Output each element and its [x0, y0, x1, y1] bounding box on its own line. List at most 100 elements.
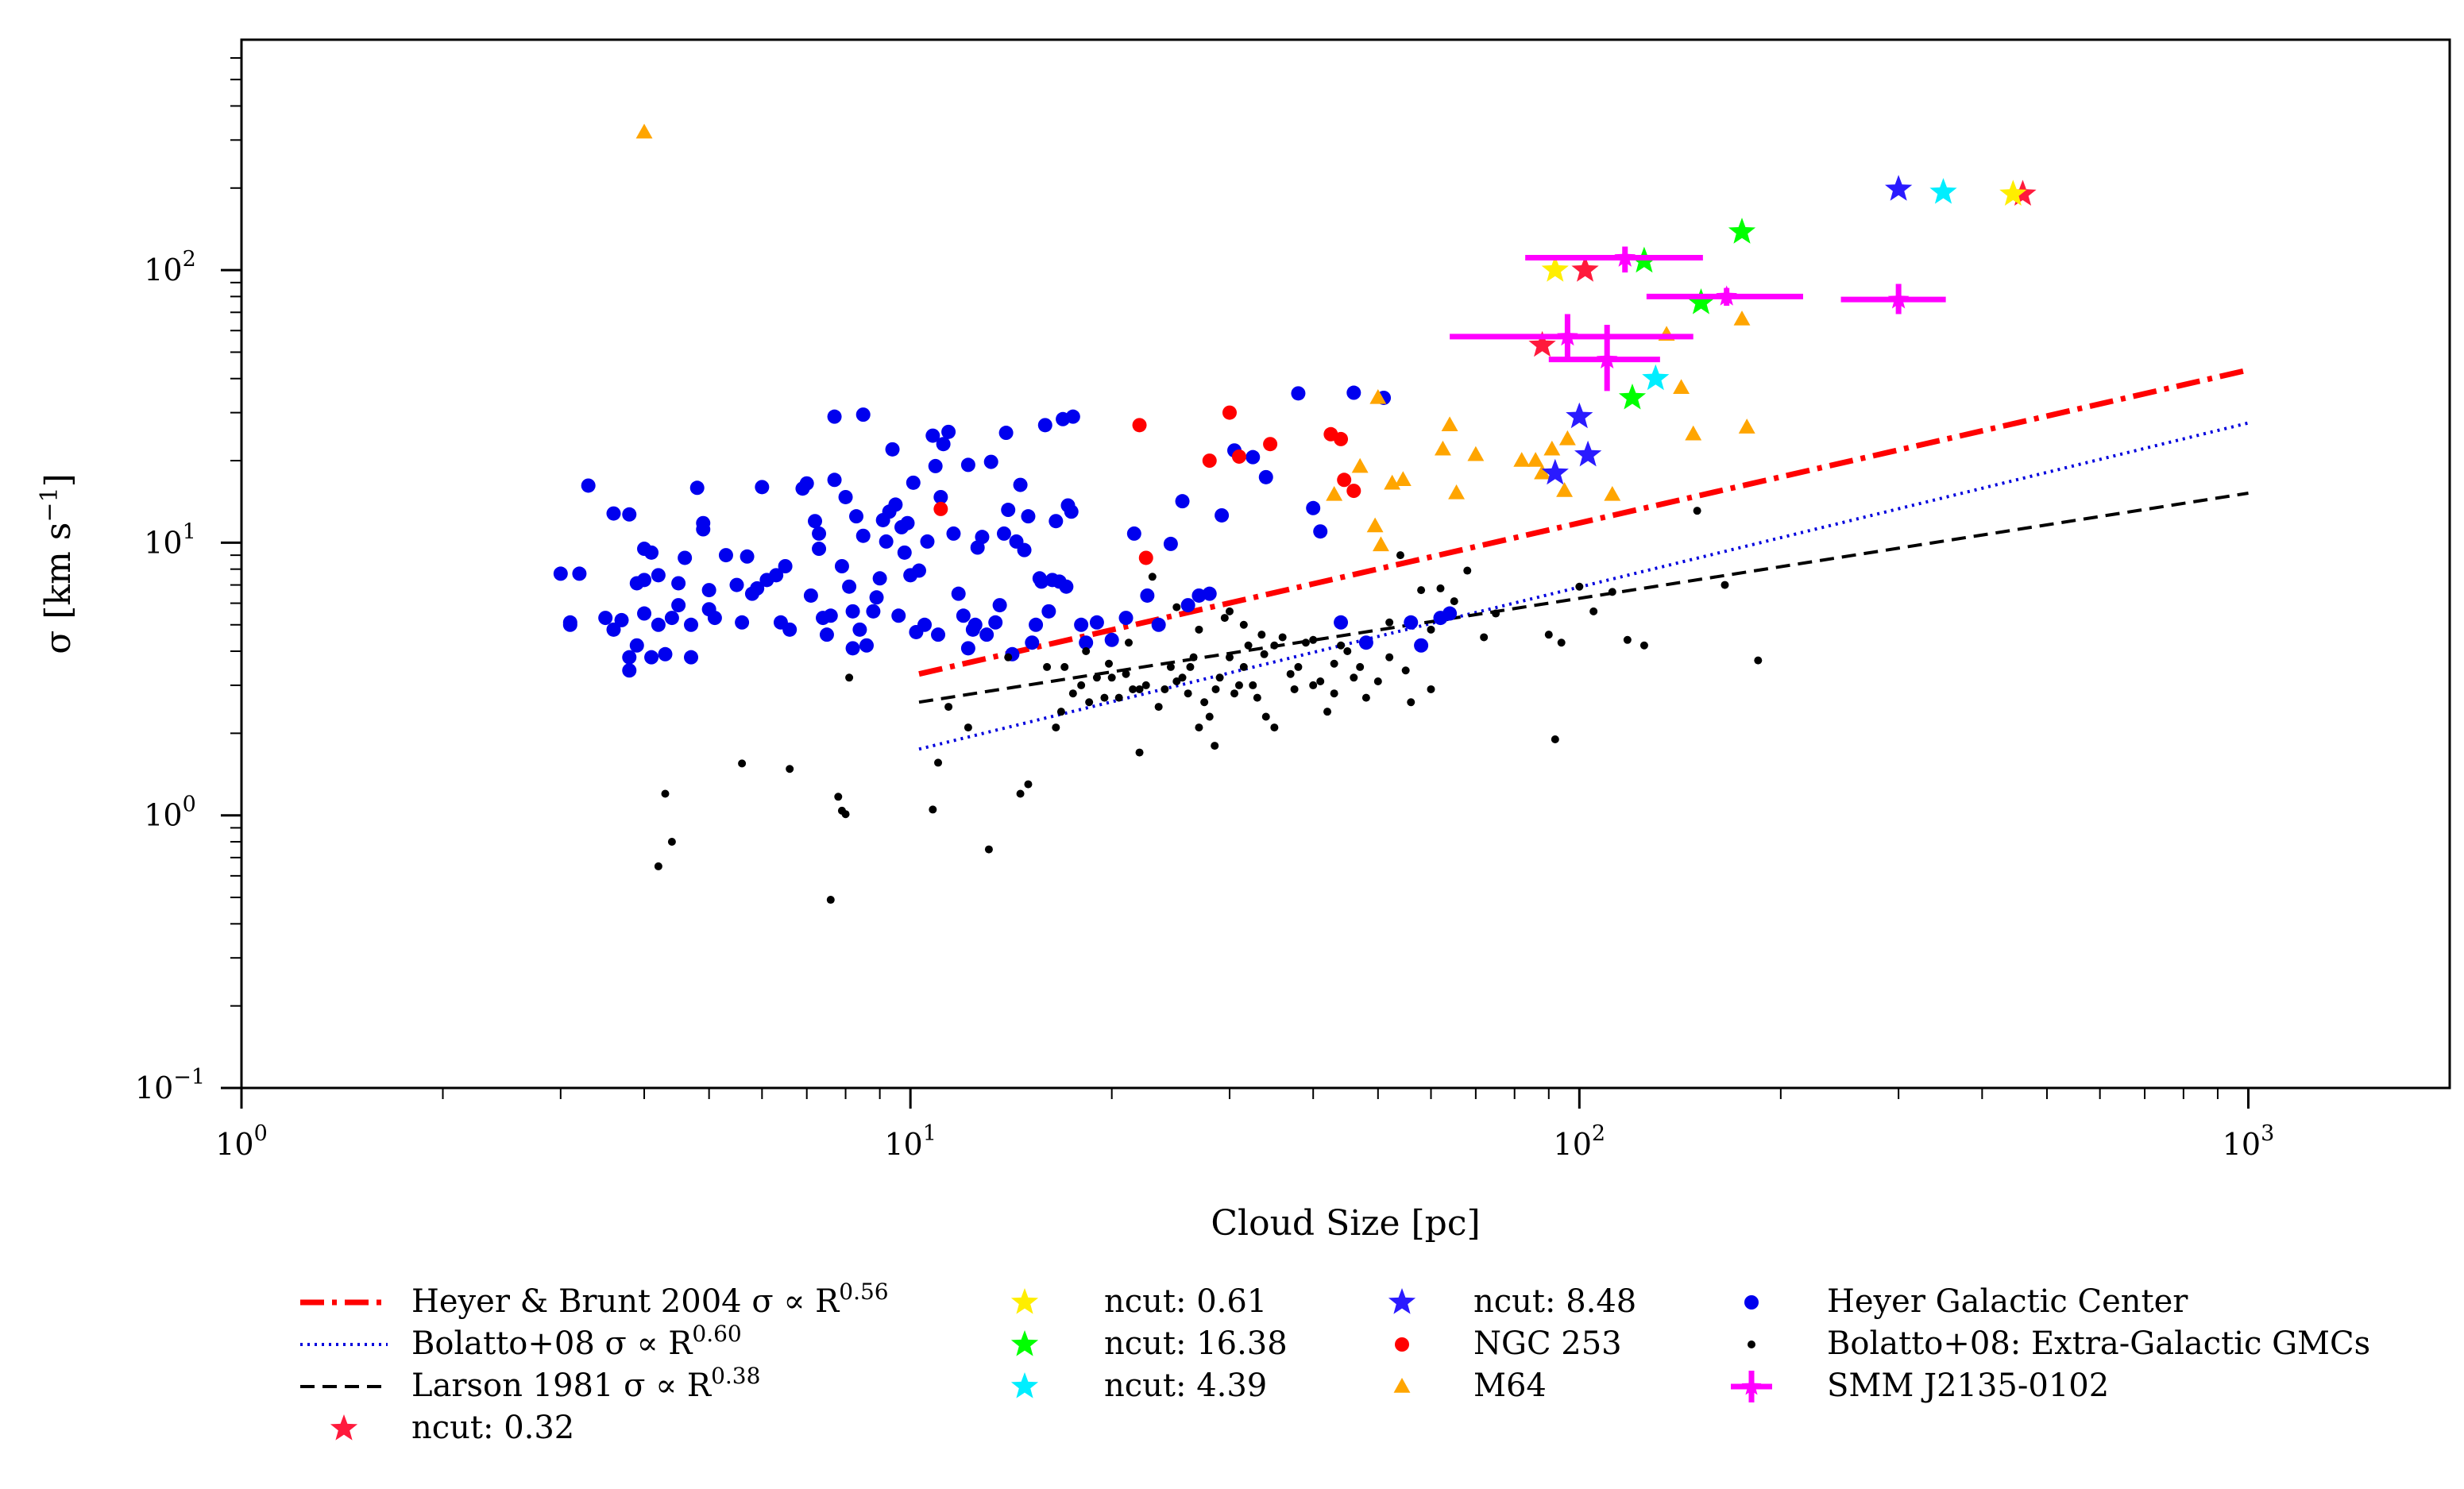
data-point — [917, 617, 933, 632]
x-tick-label-base: 10 — [215, 1127, 253, 1162]
data-point — [1016, 789, 1025, 798]
series-group — [553, 385, 1458, 678]
data-point — [1220, 614, 1229, 623]
data-point — [859, 638, 874, 653]
data-point — [834, 793, 843, 801]
data-point — [562, 617, 577, 632]
data-point — [696, 522, 711, 537]
data-point — [1141, 681, 1150, 689]
y-tick-label-exp: −1 — [173, 1065, 205, 1090]
data-point — [572, 566, 587, 581]
data-point — [1151, 617, 1166, 632]
series-group — [1541, 179, 2027, 282]
data-point — [936, 437, 951, 452]
x-tick-label: 103 — [2223, 1121, 2275, 1162]
data-point — [1557, 638, 1566, 647]
plot-area — [553, 123, 2250, 905]
data-point — [1074, 617, 1089, 632]
data-point — [1107, 673, 1116, 682]
data-point — [1215, 507, 1230, 523]
data-point — [1195, 723, 1203, 732]
data-point — [928, 458, 943, 473]
data-point — [1202, 453, 1217, 469]
legend-label-text: ncut: 0.61 — [1104, 1283, 1267, 1320]
data-point — [1929, 178, 1957, 204]
data-point — [614, 612, 629, 627]
data-point — [661, 789, 670, 798]
data-point — [1427, 625, 1435, 634]
data-points — [553, 123, 2037, 905]
data-point — [1186, 662, 1195, 671]
data-point — [1140, 588, 1155, 603]
data-point — [799, 476, 814, 491]
data-point — [1346, 484, 1361, 499]
legend-label-text: M64 — [1473, 1367, 1547, 1404]
data-point — [1114, 693, 1123, 702]
data-point — [1231, 449, 1246, 464]
data-point — [1239, 620, 1248, 629]
data-point — [1021, 509, 1036, 524]
y-tick-label-exp: 0 — [183, 793, 196, 817]
fit-line — [918, 492, 2249, 704]
data-point — [671, 576, 686, 591]
data-point — [1673, 379, 1690, 395]
data-point — [1079, 635, 1094, 650]
data-point — [933, 501, 948, 516]
data-point — [1369, 388, 1387, 404]
data-point — [1082, 647, 1091, 656]
data-point — [1330, 689, 1338, 698]
data-point — [1999, 179, 2027, 206]
data-point — [827, 473, 842, 488]
data-point — [1068, 689, 1077, 698]
data-point — [1270, 641, 1279, 650]
data-point — [1558, 430, 1576, 446]
legend-label: Bolatto+08 σ ∝ R0.60 — [411, 1321, 742, 1362]
data-point — [891, 608, 906, 623]
data-point — [956, 608, 971, 623]
data-point — [1105, 659, 1114, 668]
data-point — [1326, 485, 1343, 501]
data-point — [1350, 673, 1358, 682]
data-point — [644, 650, 659, 665]
series-group — [654, 507, 1763, 905]
legend-label-text: ncut: 0.32 — [411, 1410, 574, 1446]
data-point — [1077, 681, 1086, 689]
data-point — [1260, 650, 1269, 658]
data-point — [1065, 409, 1080, 424]
legend-handle-marker — [1010, 1288, 1039, 1314]
data-point — [1441, 416, 1458, 432]
data-point — [1556, 482, 1574, 497]
data-point — [834, 558, 849, 573]
data-point — [1148, 573, 1157, 581]
data-point — [838, 489, 853, 504]
data-point — [1623, 635, 1632, 644]
data-point — [1172, 603, 1181, 611]
data-point — [581, 478, 596, 493]
data-point — [1527, 452, 1544, 467]
data-point — [1025, 635, 1040, 650]
data-point — [1385, 618, 1394, 627]
data-point — [1052, 723, 1060, 732]
fit-lines — [918, 367, 2250, 751]
data-point — [1064, 504, 1079, 519]
data-point — [1118, 611, 1134, 626]
data-point — [729, 577, 744, 592]
legend-label-text: Heyer Galactic Center — [1827, 1283, 2188, 1320]
data-point — [1056, 708, 1065, 716]
major-ticks — [221, 268, 2250, 1109]
data-point — [960, 641, 975, 656]
data-point — [1161, 685, 1169, 693]
data-point — [782, 622, 798, 637]
data-point — [1887, 288, 1910, 309]
data-point — [740, 549, 755, 564]
y-tick-label-base: 10 — [135, 1070, 173, 1105]
data-point — [629, 638, 644, 653]
data-point — [1029, 617, 1044, 632]
data-point — [1566, 402, 1593, 429]
data-point — [1263, 437, 1278, 452]
data-point — [1541, 256, 1569, 282]
legend-label-exp: 0.56 — [839, 1279, 888, 1305]
data-point — [1448, 484, 1466, 500]
data-point — [1211, 742, 1219, 750]
